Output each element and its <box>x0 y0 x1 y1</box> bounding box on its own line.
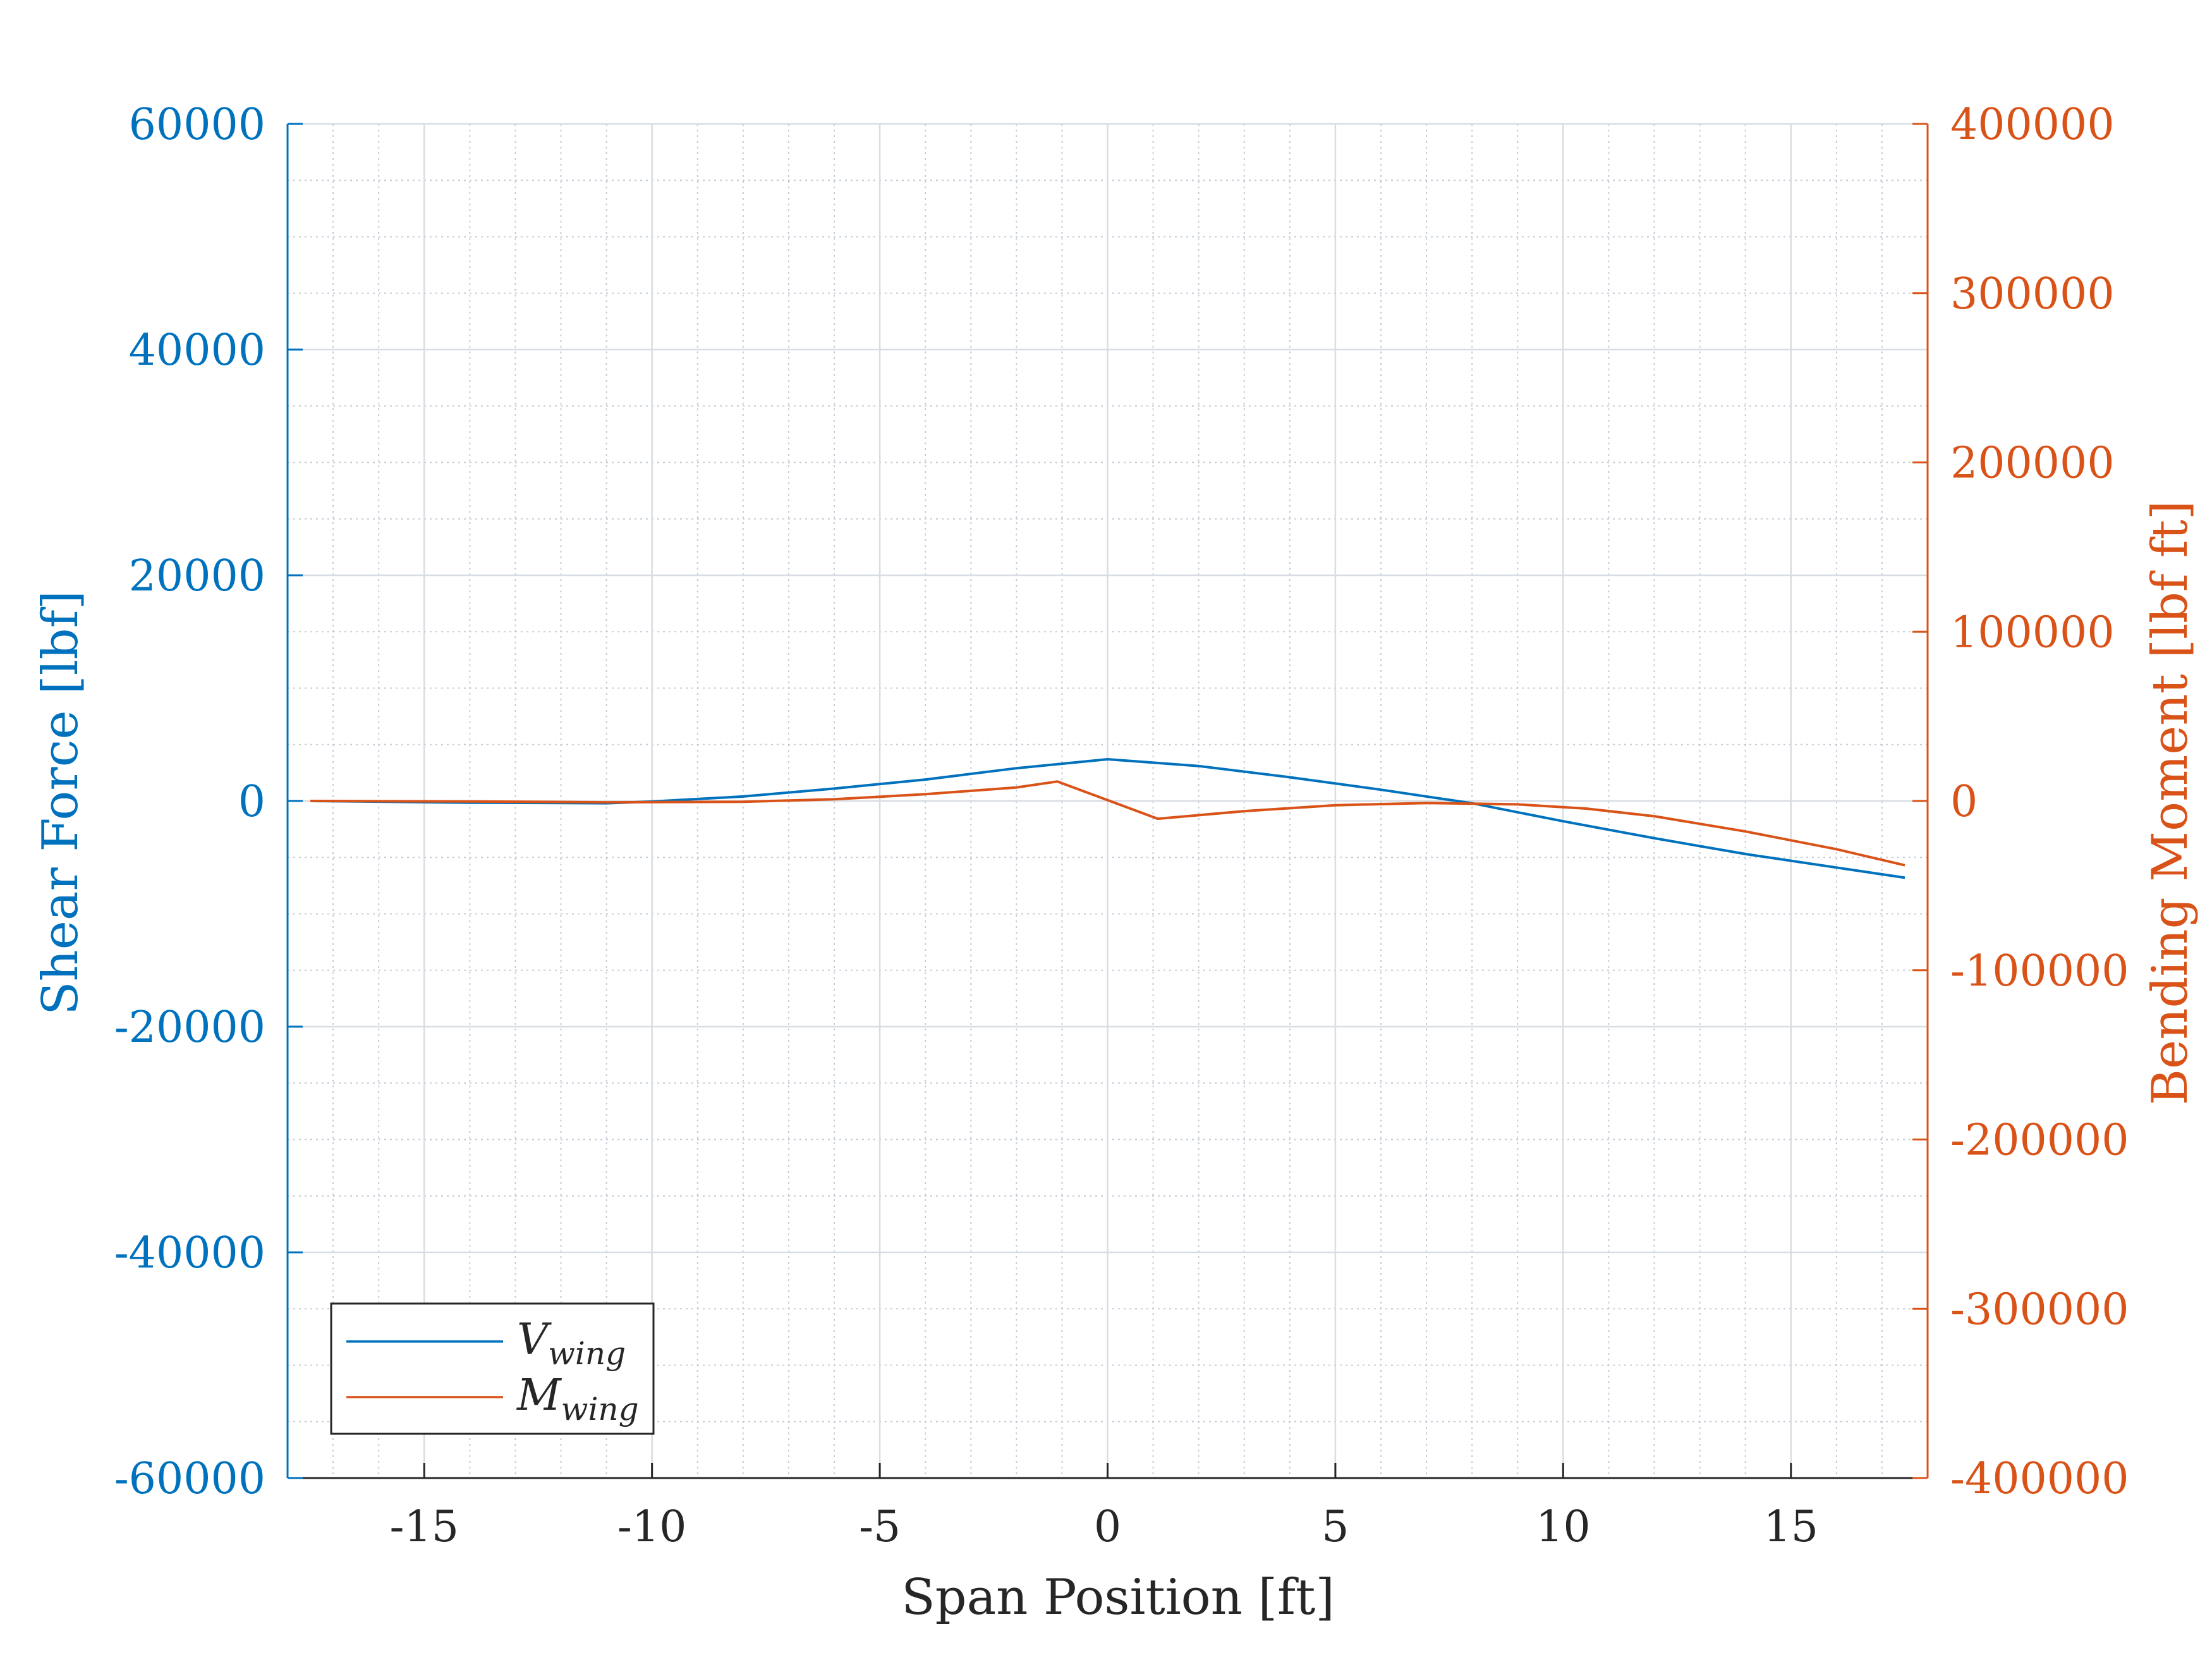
legend-label-v-wing-sub: wing <box>548 1335 626 1372</box>
x-tick-label: 10 <box>1536 1502 1591 1552</box>
right-y-tick-label: 100000 <box>1950 608 2115 657</box>
legend-label-v-wing-main: V <box>517 1315 552 1365</box>
legend-box <box>330 1302 655 1435</box>
series-line-m-wing <box>310 780 1905 867</box>
right-y-tick-label: -200000 <box>1950 1116 2129 1166</box>
x-tick-label: 0 <box>1094 1502 1121 1552</box>
left-y-tick-label: -40000 <box>114 1228 265 1278</box>
right-y-tick-label: -400000 <box>1950 1454 2129 1504</box>
right-y-tick-label: 200000 <box>1950 439 2115 489</box>
axes <box>286 123 1929 1479</box>
left-y-tick-labels: -60000 -40000 -20000 0 20000 40000 60000 <box>114 100 265 1504</box>
legend: Vwing Mwing <box>330 1302 655 1435</box>
left-y-tick-label: 60000 <box>129 100 265 150</box>
x-tick-label: 5 <box>1322 1502 1349 1552</box>
right-y-tick-label: -100000 <box>1950 946 2129 996</box>
x-tick-label: -10 <box>617 1502 687 1552</box>
x-tick-label: -15 <box>389 1502 459 1552</box>
right-y-tick-label: -300000 <box>1950 1285 2129 1335</box>
x-axis-label: Span Position [ft] <box>901 1569 1335 1626</box>
right-y-tick-label: 0 <box>1950 777 1978 827</box>
right-y-tick-label: 400000 <box>1950 100 2115 150</box>
x-tick-label: -5 <box>859 1502 901 1552</box>
legend-label-m-wing: Mwing <box>516 1371 639 1427</box>
left-y-tick-label: -20000 <box>114 1003 265 1053</box>
left-y-tick-label: -60000 <box>114 1454 265 1504</box>
legend-label-m-wing-main: M <box>516 1371 562 1421</box>
left-y-tick-label: 20000 <box>129 551 265 601</box>
right-y-tick-labels: -400000 -300000 -200000 -100000 0 100000 20000… <box>1950 100 2129 1504</box>
grid <box>287 123 1928 1479</box>
left-y-tick-label: 40000 <box>129 326 265 376</box>
legend-label-v-wing: Vwing <box>517 1315 626 1372</box>
x-tick-label: 15 <box>1763 1502 1818 1552</box>
right-y-tick-label: 300000 <box>1950 269 2115 319</box>
left-y-tick-label: 0 <box>238 777 265 827</box>
series-lines <box>310 758 1905 879</box>
legend-label-m-wing-sub: wing <box>561 1391 639 1427</box>
x-tick-labels: -15 -10 -5 0 5 10 15 <box>389 1502 1818 1552</box>
right-y-axis-label: Bending Moment [lbf ft] <box>2142 501 2199 1106</box>
left-y-axis-label: Shear Force [lbf] <box>32 590 89 1015</box>
